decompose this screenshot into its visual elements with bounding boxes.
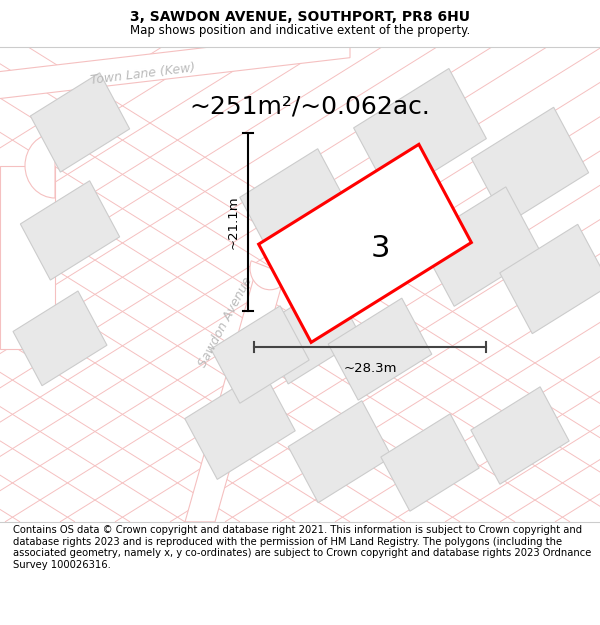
Polygon shape xyxy=(13,291,107,386)
Text: ~21.1m: ~21.1m xyxy=(227,196,240,249)
Polygon shape xyxy=(259,144,472,342)
Polygon shape xyxy=(31,72,130,172)
Polygon shape xyxy=(211,306,309,403)
Polygon shape xyxy=(0,166,55,349)
Text: Sawdon Avenue: Sawdon Avenue xyxy=(196,275,254,369)
Text: 3: 3 xyxy=(370,234,390,263)
Polygon shape xyxy=(500,224,600,334)
Text: Map shows position and indicative extent of the property.: Map shows position and indicative extent… xyxy=(130,24,470,36)
Polygon shape xyxy=(185,274,285,522)
Text: ~251m²/~0.062ac.: ~251m²/~0.062ac. xyxy=(190,94,430,118)
Text: ~28.3m: ~28.3m xyxy=(343,362,397,375)
Polygon shape xyxy=(185,370,295,479)
Text: Town Lane (Kew): Town Lane (Kew) xyxy=(90,61,196,87)
Polygon shape xyxy=(472,107,589,224)
Text: Contains OS data © Crown copyright and database right 2021. This information is : Contains OS data © Crown copyright and d… xyxy=(13,525,592,570)
Polygon shape xyxy=(258,282,362,384)
Polygon shape xyxy=(328,298,432,400)
Polygon shape xyxy=(419,187,541,306)
Wedge shape xyxy=(25,133,55,198)
Wedge shape xyxy=(250,261,289,290)
Polygon shape xyxy=(288,401,392,502)
Polygon shape xyxy=(353,69,487,198)
Polygon shape xyxy=(0,31,350,101)
Polygon shape xyxy=(20,181,119,280)
Text: 3, SAWDON AVENUE, SOUTHPORT, PR8 6HU: 3, SAWDON AVENUE, SOUTHPORT, PR8 6HU xyxy=(130,10,470,24)
Polygon shape xyxy=(381,414,479,511)
Polygon shape xyxy=(240,149,350,258)
Polygon shape xyxy=(471,387,569,484)
